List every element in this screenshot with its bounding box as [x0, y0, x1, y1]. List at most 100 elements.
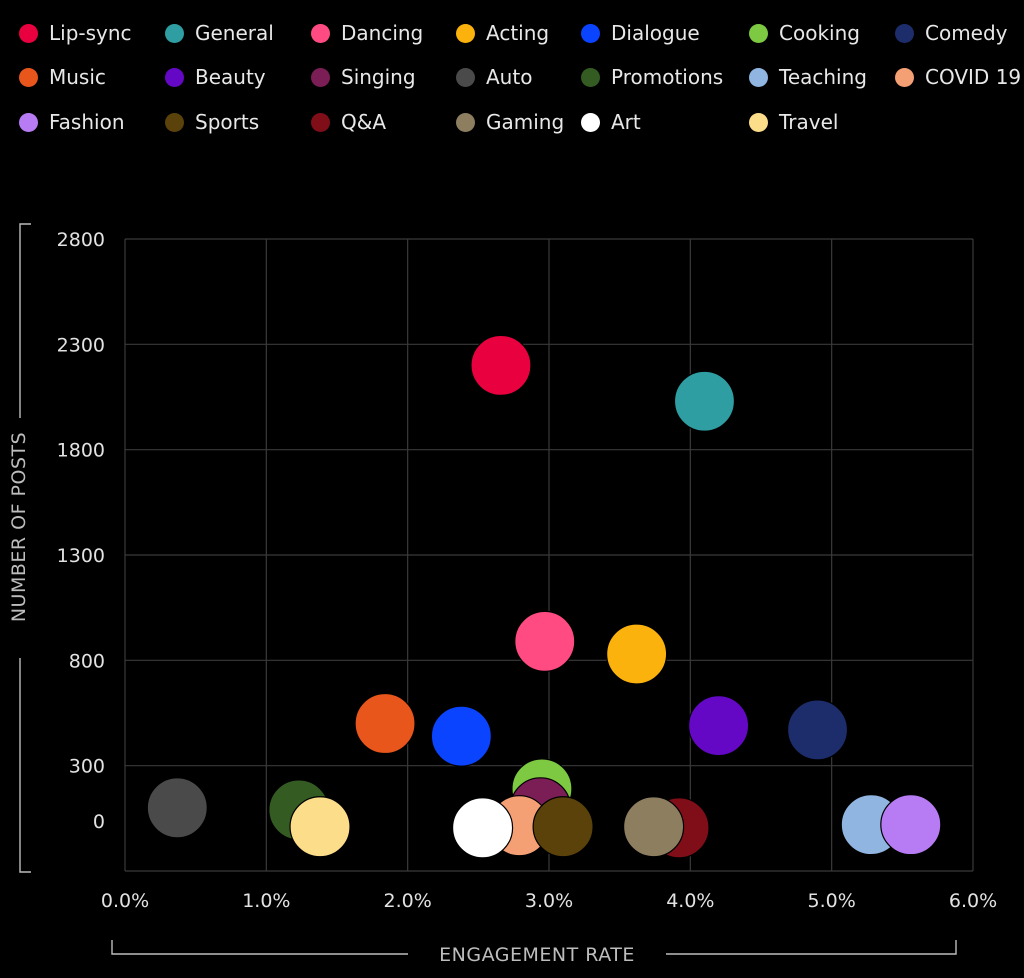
data-point[interactable]: [532, 796, 594, 858]
legend-swatch: [749, 112, 768, 132]
legend-swatch: [165, 23, 184, 43]
legend-label: Sports: [195, 110, 260, 134]
legend-label: Travel: [779, 110, 839, 134]
x-bracket-left: [111, 940, 408, 955]
data-point[interactable]: [606, 623, 668, 685]
legend-swatch: [165, 112, 184, 132]
data-point[interactable]: [786, 699, 849, 761]
y-tick-label: 1300: [57, 545, 105, 567]
legend-swatch: [581, 23, 600, 43]
legend-item: Sports: [165, 109, 259, 135]
legend-swatch: [749, 23, 768, 43]
legend-swatch: [19, 112, 38, 132]
legend-item: Lip-sync: [19, 20, 132, 46]
legend-item: Art: [581, 109, 641, 135]
y-ticks: 2800 2300 1800 1300 800 300 0: [57, 229, 105, 833]
legend-item: Dancing: [311, 20, 423, 46]
legend-item: Beauty: [165, 64, 266, 90]
data-point[interactable]: [430, 705, 492, 767]
y-tick-label: 800: [69, 650, 105, 672]
x-tick-label: 6.0%: [949, 890, 997, 912]
axis-brackets: [19, 223, 957, 955]
data-point[interactable]: [687, 695, 750, 757]
y-tick-label: 2800: [57, 229, 105, 251]
legend-swatch: [456, 23, 475, 43]
data-point[interactable]: [514, 610, 576, 672]
legend-item: Q&A: [311, 109, 386, 135]
legend-item: Travel: [749, 109, 838, 135]
data-point[interactable]: [289, 796, 351, 858]
y-tick-label: 300: [69, 756, 105, 778]
y-axis-title: NUMBER OF POSTS: [8, 432, 30, 622]
data-point[interactable]: [146, 777, 208, 839]
legend-swatch: [895, 67, 914, 87]
legend-label: Teaching: [779, 65, 867, 89]
data-point[interactable]: [451, 797, 514, 859]
x-ticks: 0.0% 1.0% 2.0% 3.0% 4.0% 5.0% 6.0%: [101, 890, 997, 912]
legend-item: Auto: [456, 64, 532, 90]
legend-label: Singing: [341, 65, 416, 89]
legend-label: Fashion: [49, 110, 125, 134]
legend-label: Acting: [486, 21, 550, 45]
legend-label: Beauty: [195, 65, 266, 89]
legend-label: Cooking: [779, 21, 860, 45]
legend-swatch: [311, 112, 330, 132]
legend-label: Comedy: [925, 21, 1008, 45]
legend-label: Dialogue: [611, 21, 700, 45]
legend-item: Dialogue: [581, 20, 700, 46]
data-point[interactable]: [673, 370, 736, 432]
legend-item: Cooking: [749, 20, 860, 46]
legend-swatch: [311, 23, 330, 43]
y-tick-label: 1800: [57, 440, 105, 462]
data-points: [146, 334, 942, 859]
legend-label: Music: [49, 65, 106, 89]
legend-swatch: [581, 67, 600, 87]
x-tick-label: 3.0%: [525, 890, 573, 912]
legend-item: Acting: [456, 20, 549, 46]
x-tick-label: 2.0%: [384, 890, 432, 912]
legend-item: Promotions: [581, 64, 723, 90]
legend-swatch: [895, 23, 914, 43]
legend-item: Comedy: [895, 20, 1008, 46]
legend-swatch: [456, 67, 475, 87]
legend-label: Lip-sync: [49, 21, 132, 45]
x-bracket-right: [666, 940, 957, 955]
y-bracket-bottom: [19, 658, 31, 873]
y-bracket-top: [19, 223, 31, 418]
x-tick-label: 4.0%: [666, 890, 714, 912]
legend-item: COVID 19: [895, 64, 1021, 90]
data-point[interactable]: [622, 796, 685, 858]
legend-label: General: [195, 21, 274, 45]
x-tick-label: 1.0%: [242, 890, 290, 912]
x-axis-title: ENGAGEMENT RATE: [439, 944, 635, 966]
legend-swatch: [581, 112, 600, 132]
legend-label: COVID 19: [925, 65, 1022, 89]
legend-item: Teaching: [749, 64, 867, 90]
legend-swatch: [165, 67, 184, 87]
legend-label: Promotions: [611, 65, 724, 89]
y-tick-label: 0: [93, 811, 105, 833]
legend-item: Singing: [311, 64, 416, 90]
x-tick-label: 5.0%: [808, 890, 856, 912]
legend-label: Q&A: [341, 110, 387, 134]
y-tick-label: 2300: [57, 334, 105, 356]
legend-item: Music: [19, 64, 106, 90]
legend-item: General: [165, 20, 274, 46]
legend-swatch: [456, 112, 475, 132]
legend-swatch: [19, 67, 38, 87]
x-tick-label: 0.0%: [101, 890, 149, 912]
legend-label: Gaming: [486, 110, 565, 134]
legend-label: Auto: [486, 65, 533, 89]
legend-item: Gaming: [456, 109, 564, 135]
legend-item: Fashion: [19, 109, 125, 135]
data-point[interactable]: [880, 794, 942, 856]
grid: [124, 238, 974, 872]
legend-label: Art: [611, 110, 641, 134]
legend-swatch: [311, 67, 330, 87]
legend-swatch: [19, 23, 38, 43]
legend-label: Dancing: [341, 21, 424, 45]
legend-swatch: [749, 67, 768, 87]
data-point[interactable]: [470, 334, 532, 396]
data-point[interactable]: [354, 692, 416, 755]
